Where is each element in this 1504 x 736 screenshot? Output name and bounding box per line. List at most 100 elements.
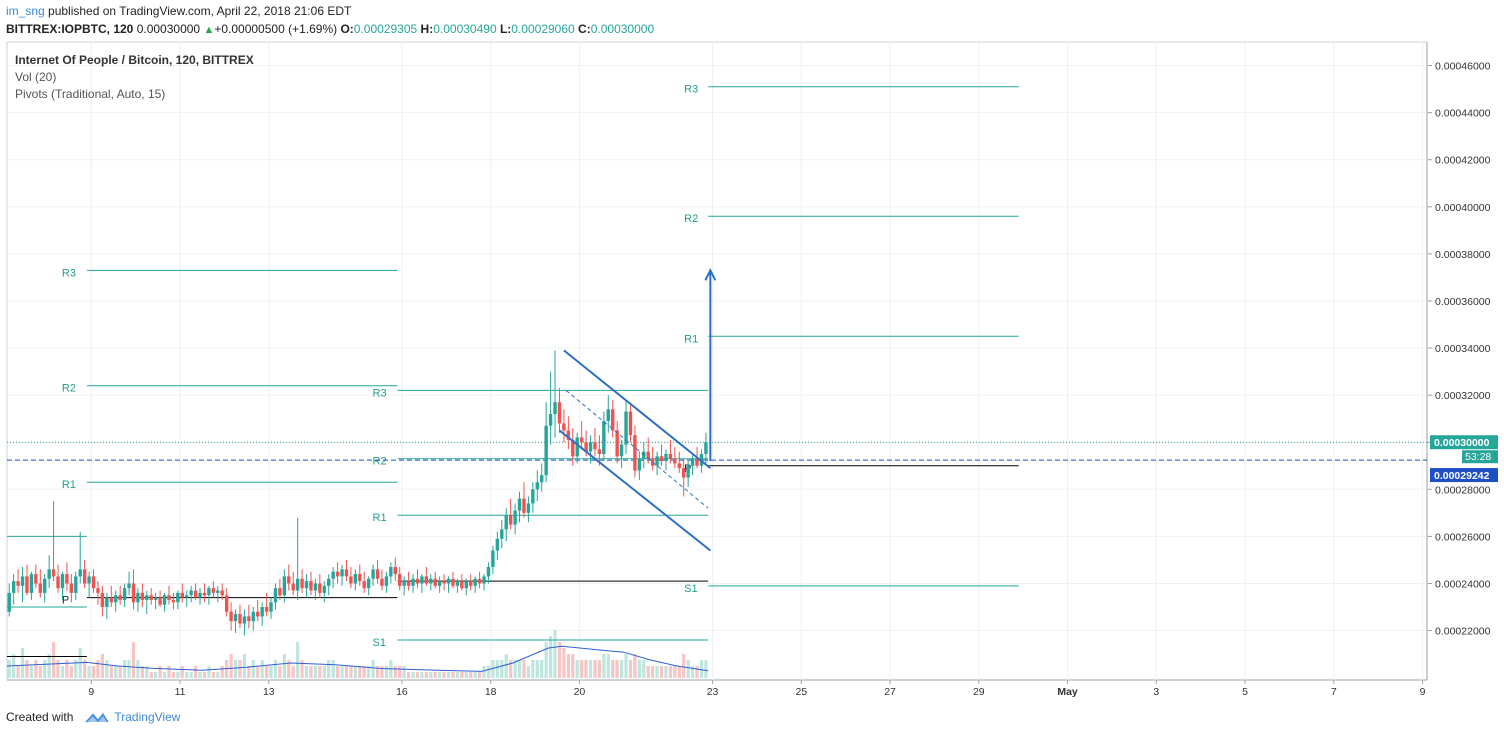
candle-body — [437, 581, 442, 586]
footer: Created with TradingView — [6, 710, 180, 724]
candle-body — [198, 592, 202, 598]
pivot-label-r1: R1 — [373, 512, 387, 524]
volume-indicator-label[interactable]: Vol (20) — [15, 70, 57, 84]
candle-body — [424, 576, 429, 584]
pivots-indicator-label[interactable]: Pivots (Traditional, Auto, 15) — [15, 87, 166, 101]
x-tick-label: 27 — [884, 686, 896, 698]
volume-bar — [575, 660, 579, 678]
volume-bar — [242, 654, 247, 678]
volume-bar — [402, 666, 406, 678]
volume-bar — [251, 660, 255, 678]
volume-bar — [424, 672, 428, 678]
candle-body — [606, 409, 610, 422]
volume-bar — [260, 660, 264, 678]
volume-bar — [624, 654, 628, 678]
up-triangle-icon: ▲ — [203, 24, 215, 36]
volume-bar — [571, 654, 575, 678]
volume-bar — [185, 672, 189, 678]
candle-body — [562, 423, 566, 431]
volume-bar — [180, 666, 184, 678]
volume-bar — [60, 666, 65, 678]
series-title[interactable]: Internet Of People / Bitcoin, 120, BITTR… — [15, 53, 254, 67]
candle-body — [322, 585, 326, 593]
volume-bar — [482, 666, 486, 678]
candle-body — [127, 583, 131, 589]
volume-bar — [149, 672, 153, 678]
open-value: 0.00029305 — [353, 22, 418, 36]
y-tick-label: 0.00042000 — [1435, 155, 1491, 167]
volume-bar — [411, 672, 415, 678]
volume-bar — [522, 660, 526, 678]
y-tick-label: 0.00044000 — [1435, 108, 1491, 120]
volume-bar — [602, 654, 606, 678]
candle-body — [540, 475, 544, 483]
tradingview-link[interactable]: TradingView — [79, 710, 180, 724]
y-tick-label: 0.00028000 — [1435, 484, 1491, 496]
candle-body — [344, 569, 349, 577]
volume-bar — [566, 654, 570, 678]
candle-body — [415, 578, 420, 584]
y-tick-label: 0.00036000 — [1435, 296, 1491, 308]
volume-bar — [655, 666, 659, 678]
prev-close-tag-label: 0.00029242 — [1434, 470, 1490, 482]
candle-body — [224, 595, 229, 612]
candle-body — [686, 465, 690, 478]
candle-body — [216, 590, 220, 593]
channel-upper-line — [563, 349, 711, 469]
volume-bar — [287, 660, 291, 678]
volume-bar — [96, 660, 100, 678]
volume-bar — [69, 666, 73, 678]
candle-body — [291, 583, 295, 591]
volume-bar — [264, 666, 269, 678]
pivot-label-r3: R3 — [373, 387, 387, 399]
candle-body — [548, 413, 553, 426]
candle-body — [140, 592, 145, 600]
candle-body — [193, 590, 198, 598]
candle-body — [535, 482, 539, 490]
candle-body — [553, 402, 557, 414]
pivot-label-p: P — [62, 595, 69, 607]
volume-bar — [531, 660, 535, 678]
candle-body — [82, 569, 87, 584]
candle-body — [491, 550, 495, 567]
candle-body — [238, 614, 242, 624]
candle-body — [207, 588, 211, 596]
volume-bar — [477, 672, 482, 678]
candle-body — [389, 566, 393, 577]
volume-bar — [509, 660, 513, 678]
author-link[interactable]: im_sng — [6, 4, 45, 18]
tradingview-logo-icon — [85, 712, 109, 723]
candle-body — [65, 574, 69, 584]
candle-body — [646, 451, 650, 459]
close-label: C: — [578, 22, 591, 36]
volume-bar — [535, 660, 539, 678]
candle-body — [637, 458, 642, 471]
volume-bar — [690, 666, 695, 678]
candle-body — [105, 597, 109, 608]
candle-body — [167, 595, 171, 600]
volume-bar — [677, 666, 681, 678]
pivot-label-r1: R1 — [62, 479, 76, 491]
candle-body — [295, 578, 300, 591]
candle-body — [677, 463, 681, 469]
volume-bar — [344, 666, 349, 678]
candle-body — [619, 444, 624, 457]
volume-bar — [664, 666, 668, 678]
pivot-label-r3: R3 — [62, 267, 76, 279]
volume-bar — [38, 666, 42, 678]
y-tick-label: 0.00024000 — [1435, 578, 1491, 590]
volume-bar — [699, 660, 704, 678]
volume-bar — [122, 660, 127, 678]
candle-body — [659, 456, 664, 462]
candle-body — [25, 576, 29, 593]
volume-bar — [202, 672, 207, 678]
created-with-text: Created with — [6, 710, 74, 724]
y-tick-label: 0.00034000 — [1435, 343, 1491, 355]
candle-body — [180, 592, 184, 598]
candle-body — [429, 578, 433, 584]
candle-body — [309, 581, 313, 591]
candle-body — [513, 510, 517, 525]
volume-bar — [349, 666, 353, 678]
x-tick-label: 29 — [973, 686, 985, 698]
